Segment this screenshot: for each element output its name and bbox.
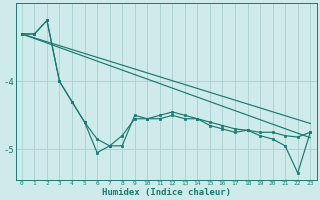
X-axis label: Humidex (Indice chaleur): Humidex (Indice chaleur): [101, 188, 231, 197]
